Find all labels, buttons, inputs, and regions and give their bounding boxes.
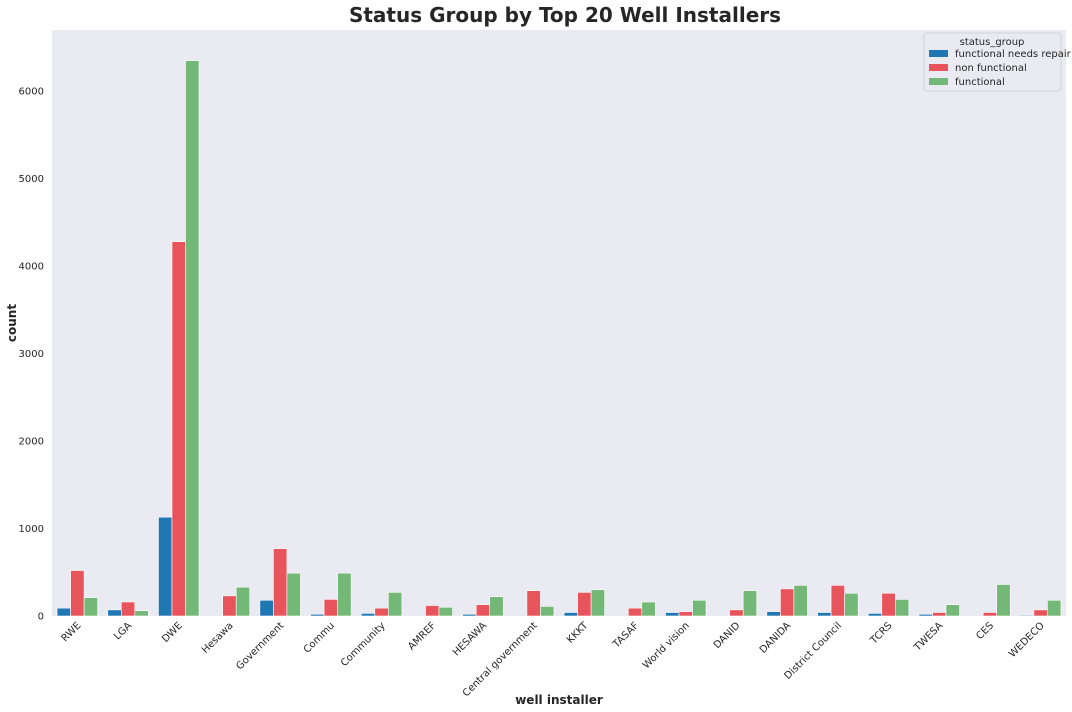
x-tick-label: CES	[974, 620, 996, 642]
bar-non-functional-DWE	[171, 241, 186, 617]
bar-non-functional-AMREF	[425, 605, 440, 617]
legend-title: status_group	[960, 37, 1025, 48]
y-tick-label: 3000	[19, 349, 44, 360]
bar-functional-DANIDA	[793, 585, 808, 617]
bar-functional-Hesawa	[235, 586, 251, 617]
bar-non-functional-Central-government	[526, 590, 541, 617]
legend: status_group functional needs repair non …	[923, 32, 1072, 92]
bar-functional-TASAF	[641, 601, 656, 617]
bar-non-functional-WEDECO	[1033, 609, 1048, 617]
y-axis: 0 1000 2000 3000 4000 5000 6000	[19, 87, 44, 623]
x-axis-label: well installer	[515, 693, 603, 707]
y-tick-label: 6000	[19, 87, 44, 98]
y-tick-label: 5000	[19, 174, 44, 185]
x-tick-label: HESAWA	[451, 620, 489, 658]
legend-swatch	[929, 64, 948, 71]
y-axis-label: count	[5, 304, 19, 342]
bar-non-functional-LGA	[120, 601, 136, 617]
y-tick-label: 2000	[19, 437, 44, 448]
x-tick-label: AMREF	[406, 620, 438, 652]
bar-functional-needs-repair-LGA	[107, 609, 122, 617]
bar-non-functional-HESAWA	[475, 604, 491, 617]
x-tick-label: Hesawa	[200, 620, 236, 656]
plot-area	[52, 30, 1066, 616]
bars	[56, 60, 1062, 617]
y-tick-label: 0	[38, 612, 44, 623]
legend-swatch	[929, 78, 948, 85]
bar-functional-needs-repair-World-vision	[665, 612, 680, 617]
x-tick-label: KKKT	[565, 620, 591, 646]
bar-functional-needs-repair-HESAWA	[462, 613, 477, 617]
bar-functional-needs-repair-WEDECO	[1020, 614, 1035, 617]
bar-non-functional-RWE	[70, 570, 85, 617]
bar-functional-needs-repair-Commu	[310, 613, 325, 617]
bar-functional-DANID	[742, 590, 758, 617]
bar-non-functional-KKKT	[577, 592, 592, 617]
bar-non-functional-Government	[273, 548, 288, 617]
x-tick-label: TWESA	[912, 620, 946, 654]
bar-functional-needs-repair-Community	[360, 613, 376, 617]
bar-functional-KKKT	[590, 589, 605, 617]
legend-label: functional	[955, 77, 1005, 88]
x-tick-label: DANID	[712, 620, 743, 651]
bar-functional-LGA	[134, 610, 149, 617]
bar-non-functional-Hesawa	[222, 595, 237, 617]
bar-non-functional-Community	[374, 607, 389, 617]
bar-functional-Government	[286, 572, 301, 617]
bar-functional-Community	[388, 592, 403, 617]
bar-functional-WEDECO	[1047, 599, 1062, 617]
bar-functional-AMREF	[438, 606, 453, 617]
x-tick-label: Government	[234, 620, 286, 672]
bar-non-functional-TCRS	[881, 592, 896, 617]
bar-non-functional-Commu	[323, 599, 338, 617]
x-tick-label: World vision	[641, 620, 692, 671]
bar-functional-needs-repair-RWE	[56, 607, 71, 617]
bar-non-functional-CES	[982, 612, 998, 617]
bar-non-functional-District-Council	[830, 585, 845, 617]
bar-non-functional-DANID	[729, 609, 744, 617]
legend-box	[923, 32, 1062, 92]
legend-swatch	[929, 50, 948, 57]
bar-functional-World-vision	[692, 599, 707, 617]
bar-functional-needs-repair-KKKT	[563, 612, 578, 617]
x-tick-label: Commu	[302, 620, 337, 655]
legend-label: functional needs repair	[955, 49, 1072, 60]
bar-functional-CES	[996, 584, 1011, 617]
bar-functional-TCRS	[895, 599, 910, 617]
x-tick-label: TASAF	[611, 620, 642, 651]
bar-functional-HESAWA	[489, 596, 504, 617]
x-tick-label: DANIDA	[758, 620, 794, 656]
bar-functional-needs-repair-Government	[259, 599, 274, 617]
bar-functional-needs-repair-TCRS	[867, 613, 883, 617]
y-tick-label: 4000	[19, 262, 44, 273]
x-tick-label: TCRS	[868, 620, 895, 647]
bar-functional-DWE	[185, 60, 200, 617]
y-tick-label: 1000	[19, 524, 44, 535]
bar-non-functional-DANIDA	[780, 588, 795, 617]
bar-functional-needs-repair-DWE	[158, 516, 173, 617]
x-tick-label: Community	[339, 620, 388, 669]
bar-functional-Commu	[337, 572, 352, 617]
x-tick-label: WEDECO	[1007, 620, 1047, 660]
bar-functional-needs-repair-District-Council	[817, 612, 832, 617]
chart-title: Status Group by Top 20 Well Installers	[349, 3, 781, 27]
x-tick-label: LGA	[112, 620, 134, 642]
x-tick-label: DWE	[160, 620, 185, 645]
bar-functional-needs-repair-DANIDA	[766, 611, 781, 617]
x-tick-label: RWE	[60, 620, 84, 644]
bar-functional-TWESA	[945, 604, 960, 617]
bar-non-functional-TWESA	[932, 612, 947, 617]
legend-label: non functional	[955, 63, 1027, 74]
bar-functional-RWE	[83, 597, 98, 617]
bar-functional-needs-repair-TWESA	[918, 613, 933, 617]
bar-non-functional-World-vision	[678, 611, 693, 617]
bar-functional-Central-government	[540, 606, 555, 617]
bar-functional-District-Council	[844, 592, 859, 617]
bar-non-functional-TASAF	[627, 607, 643, 617]
